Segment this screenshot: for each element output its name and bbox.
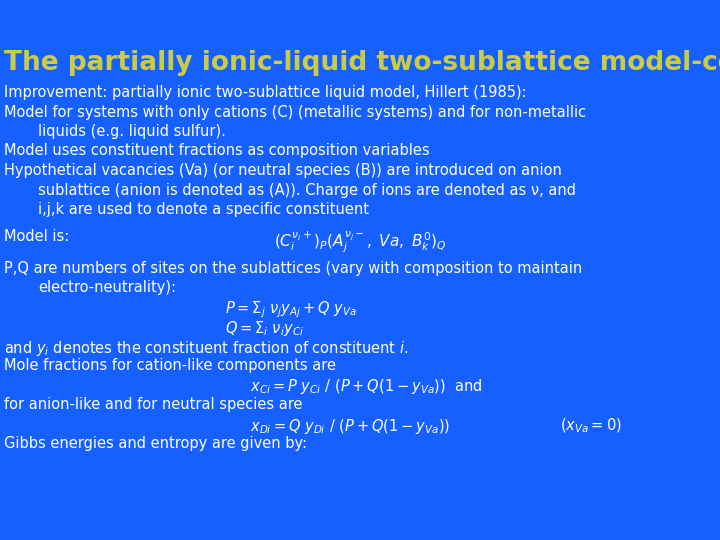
Text: Model is:: Model is: [4,230,69,244]
Text: Model uses constituent fractions as composition variables: Model uses constituent fractions as comp… [4,144,430,159]
Text: i,j,k are used to denote a specific constituent: i,j,k are used to denote a specific cons… [38,202,369,217]
Text: $P = \Sigma_j\ \nu_j y_{Aj} + Q\ y_{Va}$: $P = \Sigma_j\ \nu_j y_{Aj} + Q\ y_{Va}$ [225,300,357,320]
Text: $x_{Ci} = P\ y_{Ci}\ /\ (P+Q(1-y_{Va}))$  and: $x_{Ci} = P\ y_{Ci}\ /\ (P+Q(1-y_{Va}))$… [250,377,482,396]
Text: for anion-like and for neutral species are: for anion-like and for neutral species a… [4,397,302,412]
Text: Model for systems with only cations (C) (metallic systems) and for non-metallic: Model for systems with only cations (C) … [4,105,586,119]
Text: liquids (e.g. liquid sulfur).: liquids (e.g. liquid sulfur). [38,124,226,139]
Text: $(C_i^{\nu_i+})_P(A_j^{\nu_j-},\ Va,\ B_k^0)_Q$: $(C_i^{\nu_i+})_P(A_j^{\nu_j-},\ Va,\ B_… [274,230,446,255]
Text: $(x_{Va} = 0)$: $(x_{Va} = 0)$ [560,416,622,435]
Text: The partially ionic-liquid two-sublattice model-cont.: The partially ionic-liquid two-sublattic… [4,50,720,76]
Text: Mole fractions for cation-like components are: Mole fractions for cation-like component… [4,358,336,373]
Text: and $y_i$ denotes the constituent fraction of constituent $i$.: and $y_i$ denotes the constituent fracti… [4,339,408,357]
Text: $x_{Di} = Q\ y_{Di}\ /\ (P+Q(1-y_{Va}))$: $x_{Di} = Q\ y_{Di}\ /\ (P+Q(1-y_{Va}))$ [250,416,450,435]
Text: electro-neutrality):: electro-neutrality): [38,280,176,295]
Text: sublattice (anion is denoted as (A)). Charge of ions are denoted as ν, and: sublattice (anion is denoted as (A)). Ch… [38,183,576,198]
Text: Improvement: partially ionic two-sublattice liquid model, Hillert (1985):: Improvement: partially ionic two-sublatt… [4,85,526,100]
Text: $Q = \Sigma_i\ \nu_i y_{Ci}$: $Q = \Sigma_i\ \nu_i y_{Ci}$ [225,319,304,338]
Text: P,Q are numbers of sites on the sublattices (vary with composition to maintain: P,Q are numbers of sites on the sublatti… [4,260,582,275]
Text: Gibbs energies and entropy are given by:: Gibbs energies and entropy are given by: [4,436,307,451]
Text: Hypothetical vacancies (Va) (or neutral species (B)) are introduced on anion: Hypothetical vacancies (Va) (or neutral … [4,163,562,178]
